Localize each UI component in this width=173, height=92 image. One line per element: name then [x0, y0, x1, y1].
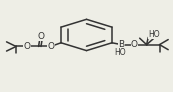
- Text: B: B: [119, 40, 125, 49]
- Text: O: O: [38, 32, 45, 41]
- Text: O: O: [24, 42, 31, 51]
- Text: O: O: [131, 40, 138, 49]
- Text: O: O: [47, 42, 54, 51]
- Text: HO: HO: [114, 48, 126, 57]
- Text: HO: HO: [149, 30, 160, 39]
